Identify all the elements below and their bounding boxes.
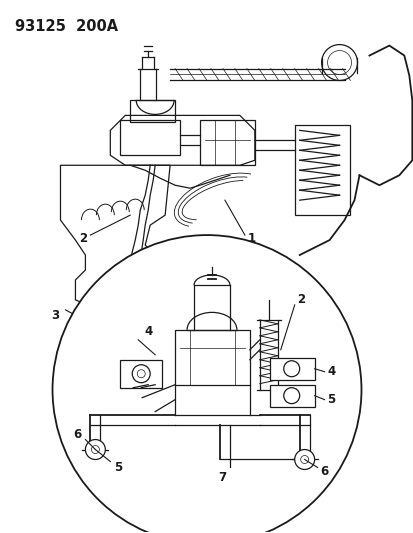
Circle shape [283, 361, 299, 377]
Bar [120, 120, 180, 155]
Text: 93125  200A: 93125 200A [14, 19, 117, 34]
Circle shape [85, 440, 105, 459]
Text: 6: 6 [73, 428, 81, 441]
Circle shape [132, 365, 150, 383]
Text: 4: 4 [327, 365, 335, 378]
Text: 2: 2 [297, 293, 305, 306]
Bar [130, 100, 175, 123]
Text: 7: 7 [217, 471, 225, 484]
Text: 1: 1 [247, 231, 255, 245]
Text: 4: 4 [144, 325, 152, 338]
Bar [120, 360, 162, 387]
Bar [269, 358, 314, 379]
Bar [199, 120, 254, 165]
Text: 2: 2 [79, 231, 87, 245]
Bar [294, 125, 349, 215]
Text: 5: 5 [327, 393, 335, 406]
Text: 6: 6 [320, 465, 328, 478]
Text: 3: 3 [51, 309, 59, 322]
Circle shape [294, 449, 314, 470]
Bar [269, 385, 314, 407]
Bar [175, 330, 249, 385]
Text: 5: 5 [114, 461, 122, 474]
Circle shape [283, 387, 299, 403]
Circle shape [52, 235, 361, 533]
